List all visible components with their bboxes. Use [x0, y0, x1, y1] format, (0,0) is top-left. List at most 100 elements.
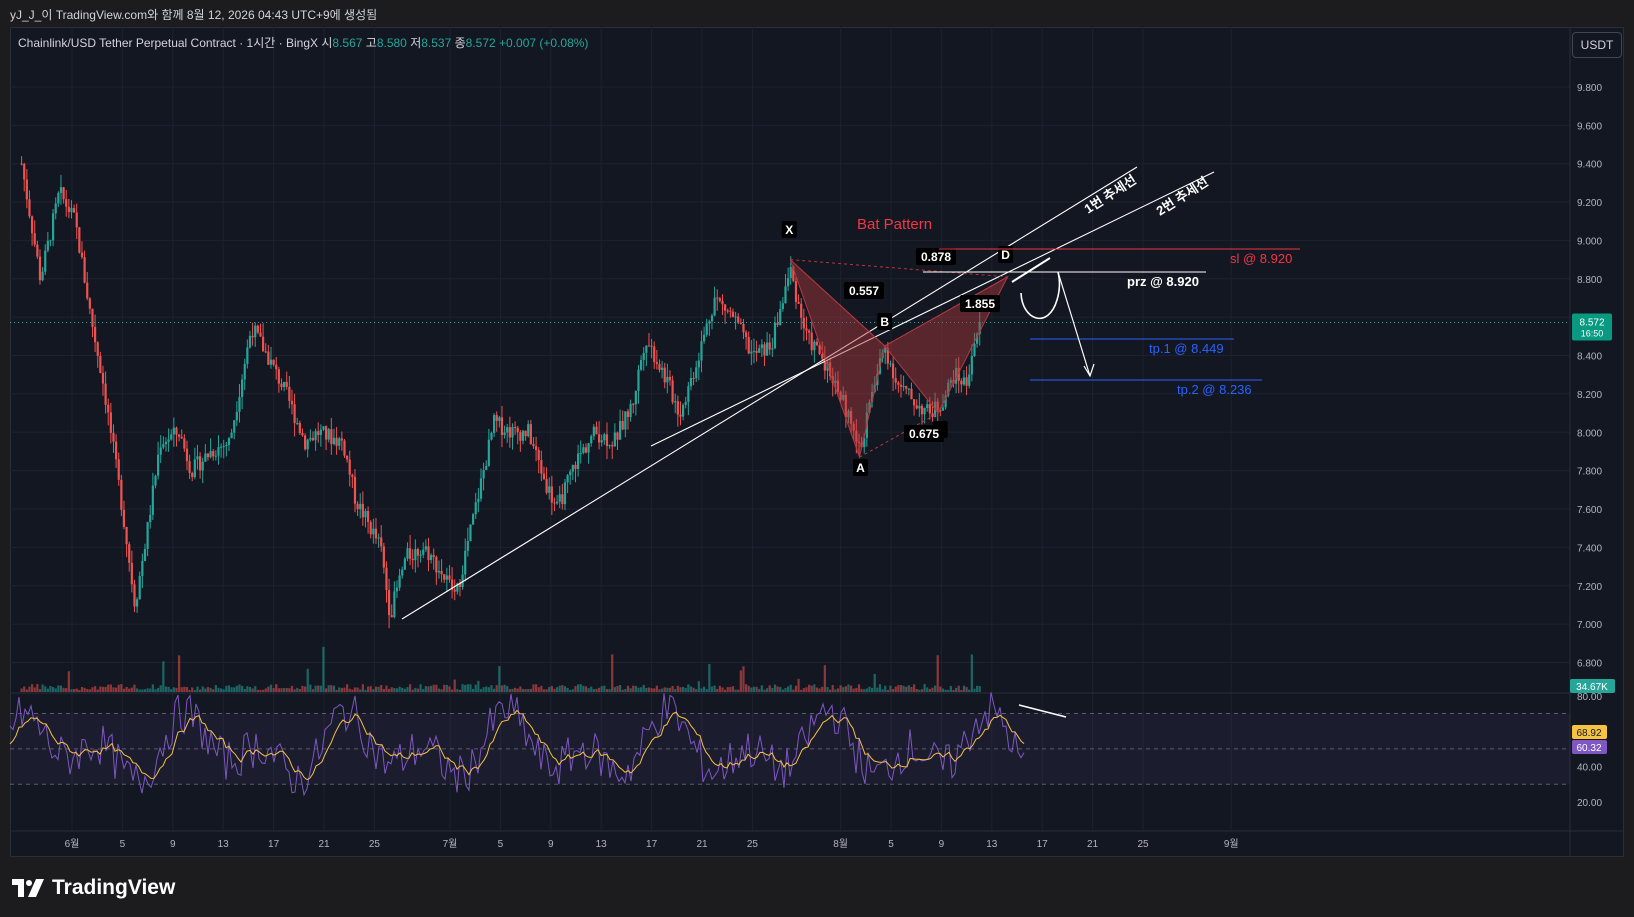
candle-body [889, 363, 892, 365]
volume-bar [760, 685, 763, 692]
volume-bar [272, 688, 275, 692]
candle-body [857, 441, 861, 444]
volume-bar [716, 688, 719, 692]
candle-body [269, 359, 273, 365]
candle-body [721, 300, 724, 305]
candle-body [435, 556, 438, 573]
rsi-divergence-line [1018, 704, 1067, 718]
candle-body [235, 411, 238, 421]
volume-bar [80, 687, 84, 692]
candle-body [246, 347, 249, 364]
volume-bar [458, 689, 462, 692]
candle-body [621, 420, 624, 430]
volume-bar [563, 686, 567, 692]
volume-bar [432, 684, 435, 692]
volume-bar [416, 688, 420, 692]
point-d-label-text: D [1001, 248, 1010, 262]
candle-body [248, 335, 252, 348]
volume-bar [330, 685, 333, 692]
volume-bar [897, 685, 900, 692]
volume-bar [78, 689, 81, 692]
volume-bar [477, 680, 480, 692]
volume-bar [779, 687, 782, 692]
volume-bar [687, 684, 690, 692]
candle-body [745, 332, 748, 338]
candle-body [327, 429, 330, 440]
volume-bar [411, 689, 414, 692]
volume-bar [393, 688, 396, 692]
candle-body [217, 447, 220, 456]
volume-bar [101, 686, 105, 692]
candle-body [952, 380, 955, 384]
projection-arrow [1057, 271, 1091, 377]
volume-bar [889, 685, 892, 692]
candle-body [611, 445, 614, 447]
volume-bar [616, 686, 619, 692]
candle-body [437, 571, 441, 573]
volume-bar [913, 684, 916, 692]
price-tick-label: 9.400 [1577, 160, 1602, 171]
volume-bar [776, 686, 779, 692]
volume-bar [243, 688, 246, 692]
candle-body [159, 447, 162, 455]
volume-bar [259, 689, 262, 692]
volume-bar [957, 685, 960, 692]
volume-badge-value: 34.67K [1576, 682, 1608, 693]
candle-body [374, 528, 378, 539]
volume-bar [941, 688, 945, 692]
volume-bar [918, 689, 921, 692]
projection-arrowhead [1083, 363, 1095, 378]
candle-body [264, 351, 267, 353]
volume-bar [668, 687, 672, 692]
volume-bar [136, 688, 139, 692]
candle-body [920, 405, 924, 415]
volume-bar [91, 687, 94, 692]
candle-body [456, 583, 459, 592]
candle-body [80, 252, 84, 258]
candle-body [839, 391, 842, 400]
volume-bar [172, 687, 175, 692]
volume-bar [288, 688, 291, 692]
candle-body [897, 382, 900, 385]
rsi-line [9, 692, 1025, 797]
candle-body [823, 358, 826, 371]
candle-body [130, 562, 133, 585]
candle-body [185, 448, 189, 462]
candle-body [493, 415, 496, 433]
candle-body [955, 367, 958, 384]
currency-button[interactable]: USDT [1572, 32, 1622, 58]
candle-body [96, 342, 99, 356]
candle-body [949, 380, 952, 383]
candle-body [734, 316, 737, 318]
candle-body [970, 356, 973, 375]
candle-body [343, 440, 346, 456]
volume-bar [109, 684, 112, 692]
ratio-xb: 0.557 [844, 282, 884, 299]
volume-bar [94, 686, 97, 692]
volume-bar [703, 686, 706, 692]
volume-bar [952, 689, 955, 692]
candle-body [154, 475, 157, 486]
volume-bar [346, 684, 349, 692]
volume-bar [574, 686, 577, 692]
candle-body [445, 575, 448, 580]
volume-bar [67, 671, 70, 692]
legend-title[interactable]: Chainlink/USD Tether Perpetual Contract … [18, 36, 318, 50]
candle-body [829, 362, 832, 377]
volume-bar [290, 685, 294, 692]
reversal-curve [1020, 271, 1061, 320]
candle-body [923, 407, 926, 415]
volume-bar [934, 685, 937, 692]
volume-bar [130, 687, 133, 692]
candle-body [808, 330, 811, 333]
volume-bar [104, 687, 107, 692]
symbol-legend: Chainlink/USD Tether Perpetual Contract … [18, 34, 588, 51]
candle-body [569, 471, 572, 476]
volume-bar [653, 688, 656, 692]
candle-body [146, 522, 149, 549]
volume-bar [487, 687, 490, 692]
candle-body [191, 472, 194, 478]
candle-body [448, 575, 451, 580]
volume-bar [766, 688, 769, 692]
